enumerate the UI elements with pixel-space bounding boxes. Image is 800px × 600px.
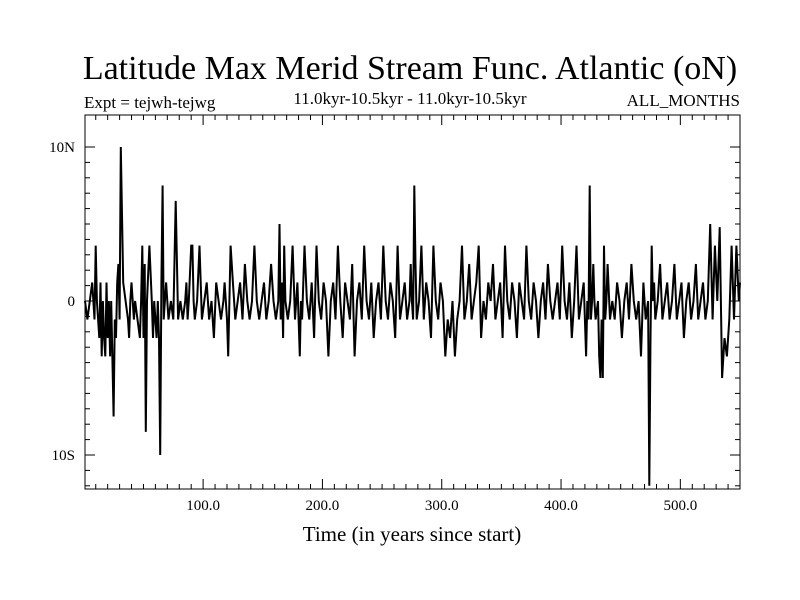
x-axis: 100.0 200.0 300.0 400.0 500.0 bbox=[95, 115, 741, 514]
y-tick-label: 10S bbox=[52, 448, 75, 464]
x-tick-label: 300.0 bbox=[425, 498, 459, 514]
x-tick-label: 400.0 bbox=[544, 498, 578, 514]
x-tick-label: 100.0 bbox=[186, 498, 220, 514]
y-tick-label: 10N bbox=[49, 140, 75, 156]
series-line bbox=[84, 146, 741, 486]
chart-title: Latitude Max Merid Stream Func. Atlantic… bbox=[83, 50, 737, 87]
plot-frame bbox=[84, 114, 741, 490]
x-axis-label: Time (in years since start) bbox=[303, 522, 522, 546]
months-label: ALL_MONTHS bbox=[627, 91, 740, 110]
y-tick-label: 0 bbox=[68, 294, 76, 310]
x-tick-label: 500.0 bbox=[663, 498, 697, 514]
x-tick-label: 200.0 bbox=[306, 498, 340, 514]
period-label: 11.0kyr-10.5kyr - 11.0kyr-10.5kyr bbox=[293, 89, 527, 108]
experiment-label: Expt = tejwh-tejwg bbox=[84, 93, 216, 112]
